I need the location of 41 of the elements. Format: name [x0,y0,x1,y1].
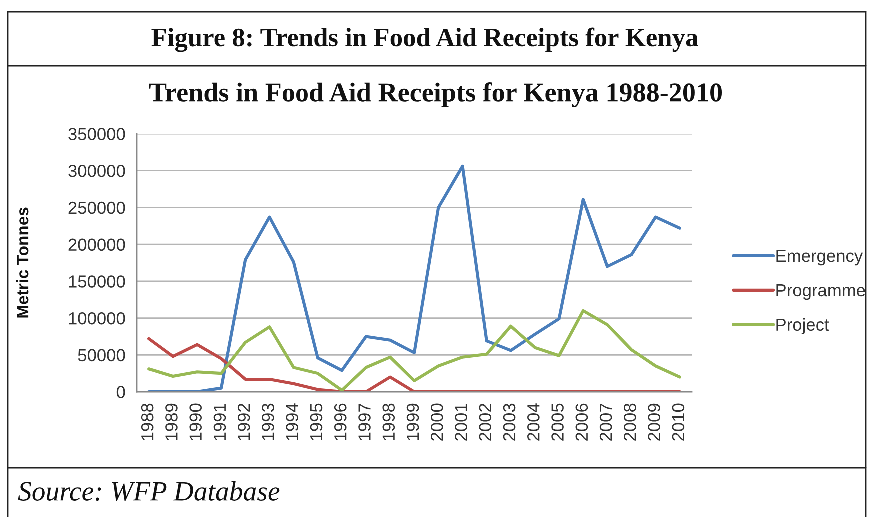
x-tick-label: 2000 [430,404,444,441]
x-tick-label: 2008 [624,404,636,441]
y-tick-label: 350000 [68,128,126,140]
x-tick-label: 1994 [286,404,299,440]
y-tick-label: 300000 [68,165,126,178]
x-tick-label: 1995 [310,404,323,440]
line-series [148,337,682,392]
x-tick-label: 1990 [190,404,202,440]
legend-label: Emergency [776,250,864,266]
chart-subtitle: Trends in Food Aid Receipts for Kenya 1988-2010 [149,82,722,108]
y-axis-title: Metric Tonnes [16,208,29,318]
x-tick-label: 2003 [503,404,516,441]
x-tick-label: 1997 [358,404,371,440]
source-note: Source: WFP Database [18,481,280,502]
x-tick-label: 2002 [479,404,492,441]
y-tick-label: 250000 [68,202,126,214]
x-tick-label: 2005 [552,404,564,441]
chart-title: Figure 8: Trends in Food Aid Receipts for Kenya [152,28,698,52]
x-tick-label: 1988 [141,404,154,440]
x-tick-label: 2001 [455,404,468,441]
x-tick-label: 1991 [214,404,226,440]
y-tick-label: 150000 [69,276,126,288]
x-tick-label: 1992 [238,404,250,440]
y-tick-label: 200000 [68,238,126,252]
legend-label: Project [776,318,830,335]
x-tick-label: 2009 [648,404,660,441]
line-series [148,309,682,392]
x-tick-label: 2010 [672,404,685,441]
y-tick-label: 100000 [69,312,126,325]
x-tick-label: 2004 [528,404,540,441]
x-tick-label: 1989 [166,404,178,440]
y-tick-label: 0 [116,386,126,398]
y-tick-label: 50000 [78,349,126,362]
x-tick-label: 1998 [382,404,396,440]
x-tick-label: 1999 [406,404,420,440]
x-tick-label: 1993 [262,404,274,440]
x-tick-label: 1996 [334,404,347,440]
legend-label: Programme [776,284,866,300]
line-series [148,164,682,392]
x-tick-label: 2006 [576,404,588,441]
x-tick-label: 2007 [600,404,612,441]
